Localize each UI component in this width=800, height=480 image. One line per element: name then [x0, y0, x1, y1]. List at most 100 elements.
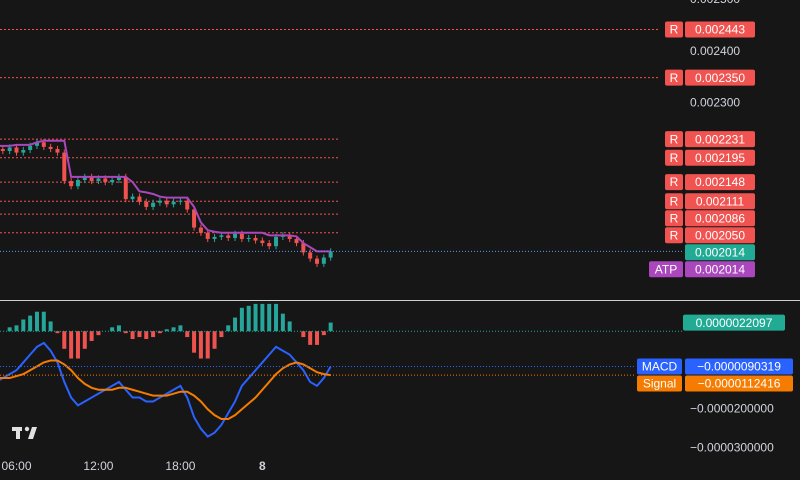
candle-body: [34, 142, 39, 146]
series-name-label-box: [637, 375, 682, 392]
histogram-bar: [328, 322, 333, 332]
level-label: 0.002086: [695, 211, 745, 225]
series-value-label-box: [685, 375, 793, 392]
last-price-label: 0.002014: [695, 245, 745, 259]
y-tick-label: 0.002500: [690, 0, 740, 6]
histogram-bar: [55, 331, 60, 334]
histogram-bar: [96, 331, 101, 336]
candle-body: [185, 200, 190, 210]
candle-body: [130, 196, 135, 200]
level-label: 0.002050: [695, 228, 745, 242]
histogram-bar: [151, 331, 156, 338]
level-label: 0.002111: [696, 194, 745, 208]
level-marker: R: [670, 71, 679, 85]
candle-body: [308, 252, 313, 259]
y-tick-label: 0.002400: [690, 44, 740, 58]
histogram-bar: [110, 327, 115, 332]
histogram-bar: [130, 331, 135, 340]
histogram-bar: [48, 321, 53, 332]
histogram-bar: [212, 331, 217, 349]
histogram-bar: [260, 303, 265, 332]
level-label: 0.002148: [695, 175, 745, 189]
series-name-label: ATP: [655, 262, 677, 276]
series-value-label: −0.0000112416: [698, 377, 781, 391]
candle-body: [294, 238, 299, 244]
candle-body: [328, 251, 333, 258]
candle-body: [260, 240, 265, 244]
histogram-bar: [75, 331, 80, 359]
candle-body: [89, 176, 94, 182]
histogram-bar: [34, 311, 39, 332]
histogram-bar: [192, 331, 197, 353]
level-label: 0.002231: [695, 132, 745, 146]
candle-body: [212, 236, 217, 239]
atp-line: [0, 139, 331, 253]
level-marker-box: [665, 131, 683, 148]
histogram-bar: [267, 303, 272, 332]
level-label: 0.002350: [695, 71, 745, 85]
candle-body: [205, 232, 210, 239]
series-name-label: Signal: [643, 377, 676, 391]
candle-body: [226, 235, 231, 238]
candle-body: [96, 178, 101, 182]
level-label-box: [685, 131, 755, 148]
candle-body: [267, 243, 272, 247]
level-marker-box: [665, 210, 683, 227]
level-marker: R: [670, 132, 679, 146]
histogram-bar: [226, 325, 231, 332]
histogram-bar: [253, 303, 258, 332]
level-label-box: [685, 193, 755, 210]
logo: [12, 426, 37, 439]
candle-body: [41, 142, 46, 147]
candle-body: [287, 235, 292, 239]
level-label-box: [685, 69, 755, 86]
histogram-bar: [280, 313, 285, 332]
candle-body: [274, 236, 279, 247]
level-marker: R: [670, 211, 679, 225]
histogram-bar: [14, 325, 19, 332]
y-tick-label: −0.0000300000: [690, 440, 774, 454]
level-label-box: [685, 227, 755, 244]
level-label-box: [685, 174, 755, 191]
histogram-bar: [21, 319, 26, 332]
candle-body: [253, 237, 258, 241]
level-marker-box: [665, 149, 683, 166]
histogram-bar: [123, 331, 128, 334]
candle-body: [7, 147, 12, 152]
histogram-bar: [308, 331, 313, 345]
candle-body: [301, 243, 306, 253]
histogram-bar: [233, 317, 238, 332]
candle-body: [14, 147, 19, 153]
candle-body: [55, 148, 60, 153]
candle-body: [82, 176, 87, 180]
candle-body: [321, 257, 326, 264]
histogram-bar: [137, 331, 142, 338]
y-tick-label: 0.002300: [690, 96, 740, 110]
histogram-bar: [321, 331, 326, 336]
histogram-bar: [219, 331, 224, 338]
histogram-bar: [7, 327, 12, 332]
candle-body: [48, 146, 53, 149]
candle-body: [219, 235, 224, 237]
level-marker-box: [665, 193, 683, 210]
series-name-label-box: [637, 358, 682, 375]
histogram-bar: [89, 331, 94, 341]
level-marker: R: [670, 175, 679, 189]
candle-body: [246, 237, 251, 239]
histogram-bar: [239, 307, 244, 332]
histogram-bar: [116, 325, 121, 332]
level-marker-box: [665, 69, 683, 86]
level-label: 0.002195: [695, 151, 745, 165]
indicator-line: [0, 359, 331, 421]
candle-body: [69, 181, 74, 187]
histogram-last-label-box: [683, 314, 785, 331]
candle-body: [75, 180, 80, 187]
candle-body: [0, 148, 5, 152]
candle-body: [110, 180, 115, 183]
level-marker-box: [665, 174, 683, 191]
candle-body: [178, 200, 183, 202]
level-label: 0.002443: [695, 23, 745, 37]
candle-body: [21, 150, 26, 153]
histogram-bar: [62, 331, 67, 349]
candle-body: [171, 201, 176, 205]
